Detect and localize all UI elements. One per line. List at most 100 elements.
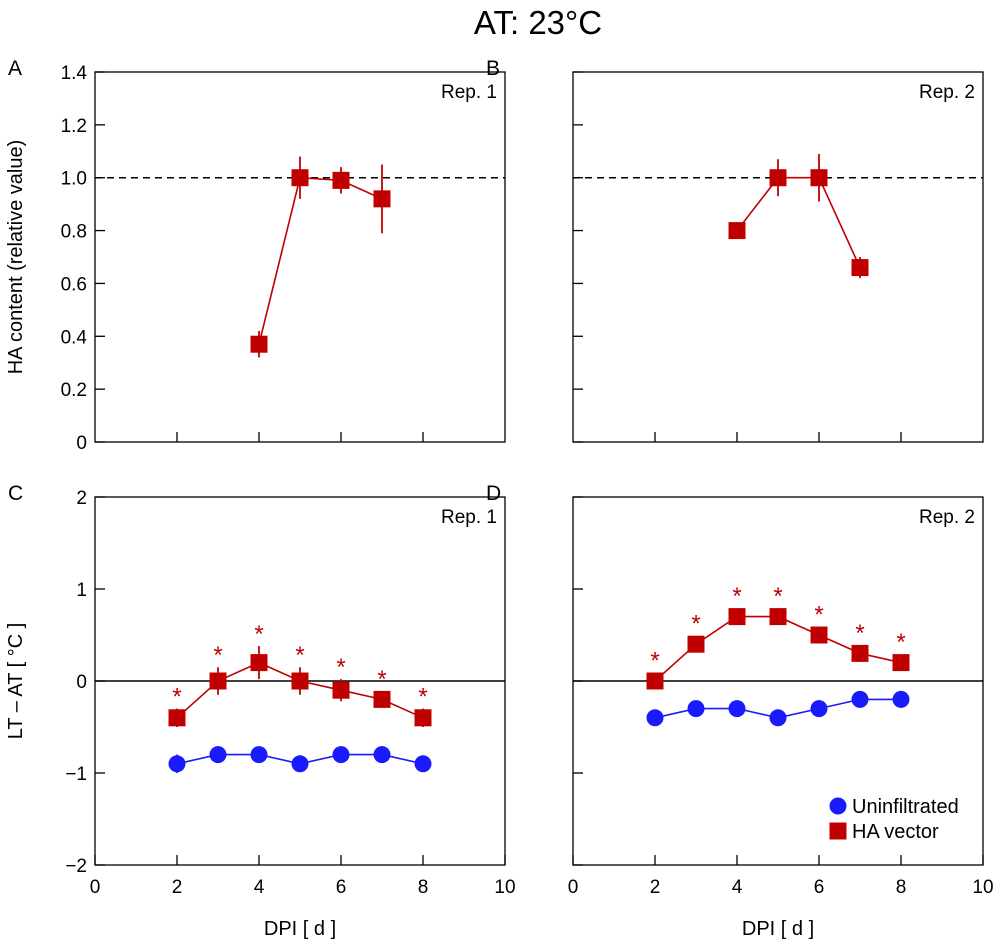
data-point xyxy=(728,608,746,626)
significance-star: * xyxy=(295,642,304,669)
panel-d: D Rep. 2 0 2 4 6 8 10 DPI [ d ] * * * * * * * xyxy=(486,482,994,940)
data-point xyxy=(769,709,787,727)
data-point xyxy=(646,672,664,690)
data-point xyxy=(291,755,309,773)
data-point xyxy=(414,755,432,773)
significance-star: * xyxy=(336,654,345,681)
significance-star: * xyxy=(691,611,700,638)
rep-label: Rep. 2 xyxy=(919,82,975,103)
panel-a: A Rep. 1 0 0.2 0.4 0.6 0.8 1.0 1.2 1.4 HA content … xyxy=(5,57,506,454)
significance-star: * xyxy=(773,583,782,610)
rep-label: Rep. 1 xyxy=(441,507,497,528)
data-point xyxy=(810,169,828,187)
x-tick-label: 2 xyxy=(650,877,661,898)
series-line xyxy=(736,176,861,268)
legend-label-ha-vector: HA vector xyxy=(852,821,939,843)
y-tick-label: 0 xyxy=(76,672,87,693)
data-point xyxy=(687,700,705,718)
data-point xyxy=(168,709,186,727)
data-point xyxy=(414,709,432,727)
data-point xyxy=(373,190,391,208)
y-tick-label: 1.0 xyxy=(61,169,87,190)
data-point xyxy=(209,672,227,690)
data-point xyxy=(250,654,268,672)
y-tick-label: 0 xyxy=(76,433,87,454)
x-tick-label: 8 xyxy=(896,877,907,898)
x-tick-label: 8 xyxy=(418,877,429,898)
y-axis-label: LT – AT [ °C ] xyxy=(5,623,27,740)
figure-title: AT: 23°C xyxy=(474,4,602,41)
significance-star: * xyxy=(814,602,823,629)
data-point xyxy=(769,169,787,187)
data-point xyxy=(168,755,186,773)
data-point xyxy=(250,746,268,764)
x-tick-label: 0 xyxy=(90,877,101,898)
data-point xyxy=(373,746,391,764)
x-tick-label: 4 xyxy=(732,877,743,898)
y-tick-label: 0.2 xyxy=(61,380,87,401)
panel-letter: D xyxy=(486,482,501,505)
series-ha-vector: * * * * * * * xyxy=(168,621,432,727)
series-uninfiltrated xyxy=(168,746,432,773)
significance-star: * xyxy=(896,629,905,656)
panel-letter: B xyxy=(486,57,500,80)
x-tick-label: 0 xyxy=(568,877,579,898)
data-point xyxy=(851,644,869,662)
data-point xyxy=(291,672,309,690)
plot-frame xyxy=(94,71,506,443)
data-point xyxy=(728,700,746,718)
x-tick-label: 4 xyxy=(254,877,265,898)
significance-star: * xyxy=(732,583,741,610)
legend-label-uninfiltrated: Uninfiltrated xyxy=(852,796,959,818)
series-uninfiltrated xyxy=(646,690,910,727)
y-tick-label: 1 xyxy=(76,580,87,601)
x-axis-label: DPI [ d ] xyxy=(264,918,336,940)
data-point xyxy=(851,259,869,277)
data-point xyxy=(728,222,746,240)
data-point xyxy=(250,335,268,353)
x-tick-label: 10 xyxy=(494,877,515,898)
data-point xyxy=(646,709,664,727)
series-ha-vector: * * * * * * * xyxy=(646,583,910,690)
significance-star: * xyxy=(418,684,427,711)
plot-frame xyxy=(572,71,984,443)
panel-letter: A xyxy=(8,57,22,80)
series-ha-vector xyxy=(728,153,869,279)
panel-letter: C xyxy=(8,482,23,505)
panel-c: C Rep. 1 −2 −1 0 1 2 0 2 4 6 8 10 LT – AT [ °C ] DPI [… xyxy=(5,482,516,940)
significance-star: * xyxy=(172,684,181,711)
data-point xyxy=(332,171,350,189)
data-point xyxy=(810,626,828,644)
y-tick-label: −1 xyxy=(65,764,87,785)
data-point xyxy=(851,690,869,708)
significance-star: * xyxy=(377,666,386,693)
data-point xyxy=(373,690,391,708)
data-point xyxy=(892,654,910,672)
x-axis-label: DPI [ d ] xyxy=(742,918,814,940)
x-tick-label: 6 xyxy=(814,877,825,898)
y-tick-label: 1.2 xyxy=(61,116,87,137)
legend-marker-uninfiltrated xyxy=(829,797,847,815)
legend-marker-ha-vector xyxy=(829,822,847,840)
data-point xyxy=(687,635,705,653)
data-point xyxy=(769,608,787,626)
rep-label: Rep. 1 xyxy=(441,82,497,103)
data-point xyxy=(332,681,350,699)
legend: Uninfiltrated HA vector xyxy=(829,796,959,843)
significance-star: * xyxy=(650,648,659,675)
series-line xyxy=(258,176,383,345)
significance-star: * xyxy=(855,620,864,647)
y-tick-label: 2 xyxy=(76,488,87,509)
significance-star: * xyxy=(254,621,263,648)
y-axis-label: HA content (relative value) xyxy=(5,140,27,375)
panel-b: B Rep. 2 xyxy=(486,57,984,443)
series-ha-vector xyxy=(250,156,391,358)
significance-star: * xyxy=(213,642,222,669)
data-point xyxy=(209,746,227,764)
rep-label: Rep. 2 xyxy=(919,507,975,528)
panels: A Rep. 1 0 0.2 0.4 0.6 0.8 1.0 1.2 1.4 HA content … xyxy=(5,57,994,940)
x-tick-label: 6 xyxy=(336,877,347,898)
y-tick-label: −2 xyxy=(65,856,87,877)
y-tick-label: 1.4 xyxy=(61,63,88,84)
